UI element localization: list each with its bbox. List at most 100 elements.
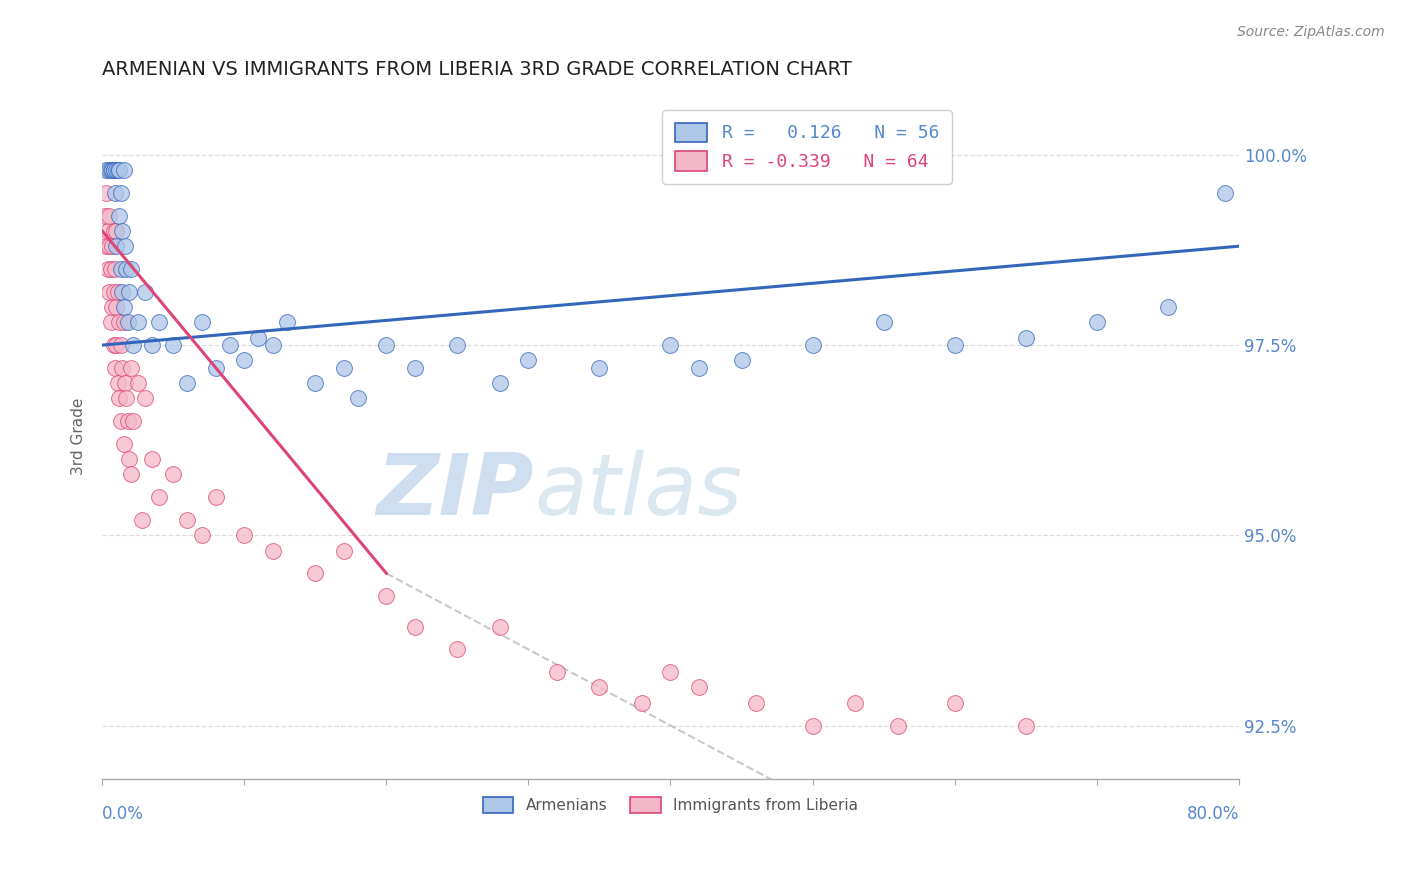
Point	[97, 262, 120, 277]
Point	[122, 414, 145, 428]
Point	[332, 543, 354, 558]
Point	[105, 300, 128, 314]
Text: ZIP: ZIP	[377, 450, 534, 533]
Text: 80.0%: 80.0%	[1187, 805, 1239, 823]
Point	[103, 285, 125, 299]
Point	[117, 414, 139, 428]
Point	[112, 163, 135, 178]
Point	[104, 262, 127, 277]
Text: 0.0%: 0.0%	[103, 805, 143, 823]
Point	[98, 163, 121, 178]
Point	[104, 360, 127, 375]
Point	[404, 619, 426, 633]
Point	[103, 338, 125, 352]
Point	[115, 392, 138, 406]
Point	[108, 315, 131, 329]
Point	[96, 163, 118, 178]
Point	[872, 315, 894, 329]
Point	[262, 338, 284, 352]
Point	[108, 209, 131, 223]
Point	[112, 315, 135, 329]
Point	[148, 315, 170, 329]
Text: atlas: atlas	[534, 450, 742, 533]
Point	[943, 696, 966, 710]
Point	[120, 467, 142, 482]
Point	[94, 209, 117, 223]
Point	[105, 224, 128, 238]
Point	[730, 353, 752, 368]
Point	[205, 360, 228, 375]
Point	[176, 513, 198, 527]
Point	[375, 338, 398, 352]
Point	[489, 376, 512, 391]
Point	[105, 338, 128, 352]
Point	[103, 163, 125, 178]
Legend: Armenians, Immigrants from Liberia: Armenians, Immigrants from Liberia	[477, 791, 865, 819]
Point	[107, 285, 129, 299]
Point	[631, 696, 654, 710]
Point	[101, 239, 124, 253]
Point	[219, 338, 242, 352]
Text: Source: ZipAtlas.com: Source: ZipAtlas.com	[1237, 25, 1385, 39]
Point	[1014, 718, 1036, 732]
Point	[110, 262, 132, 277]
Point	[108, 163, 131, 178]
Point	[97, 224, 120, 238]
Point	[120, 262, 142, 277]
Point	[100, 262, 122, 277]
Point	[103, 224, 125, 238]
Point	[98, 209, 121, 223]
Point	[489, 619, 512, 633]
Point	[114, 376, 136, 391]
Point	[1014, 330, 1036, 344]
Point	[1085, 315, 1108, 329]
Point	[446, 338, 468, 352]
Point	[111, 285, 134, 299]
Point	[588, 360, 610, 375]
Point	[107, 376, 129, 391]
Point	[100, 315, 122, 329]
Point	[112, 300, 135, 314]
Point	[110, 186, 132, 200]
Point	[96, 239, 118, 253]
Point	[190, 528, 212, 542]
Point	[446, 642, 468, 657]
Point	[588, 681, 610, 695]
Point	[127, 376, 149, 391]
Point	[131, 513, 153, 527]
Point	[110, 414, 132, 428]
Point	[98, 239, 121, 253]
Point	[1213, 186, 1236, 200]
Point	[141, 452, 163, 467]
Point	[304, 376, 326, 391]
Point	[107, 163, 129, 178]
Point	[111, 224, 134, 238]
Point	[546, 665, 568, 680]
Point	[887, 718, 910, 732]
Point	[332, 360, 354, 375]
Point	[105, 239, 128, 253]
Point	[176, 376, 198, 391]
Point	[801, 718, 824, 732]
Point	[205, 490, 228, 504]
Point	[943, 338, 966, 352]
Point	[141, 338, 163, 352]
Point	[134, 285, 156, 299]
Point	[108, 392, 131, 406]
Point	[233, 353, 256, 368]
Point	[134, 392, 156, 406]
Y-axis label: 3rd Grade: 3rd Grade	[72, 398, 86, 475]
Point	[114, 239, 136, 253]
Point	[100, 163, 122, 178]
Point	[115, 262, 138, 277]
Point	[517, 353, 540, 368]
Point	[111, 360, 134, 375]
Point	[659, 338, 682, 352]
Point	[844, 696, 866, 710]
Point	[103, 163, 125, 178]
Point	[375, 589, 398, 603]
Point	[101, 163, 124, 178]
Point	[347, 392, 370, 406]
Point	[688, 360, 710, 375]
Point	[304, 566, 326, 581]
